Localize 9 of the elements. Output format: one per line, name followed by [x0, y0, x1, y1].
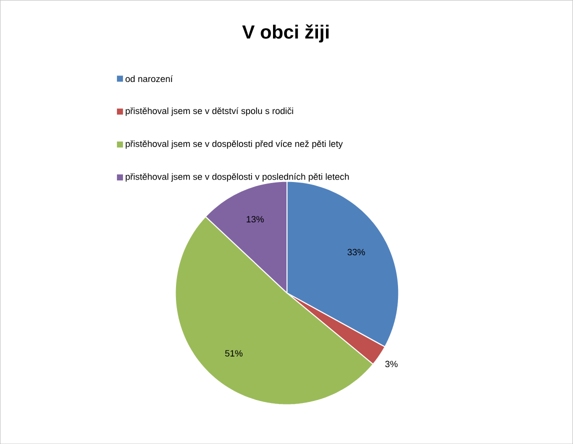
data-label: 13%	[246, 216, 264, 222]
legend-label: přistěhoval jsem se v dospělosti v posledních pěti letech	[126, 173, 349, 182]
legend-label: přistěhoval jsem se v dospělosti před více než pěti lety	[126, 140, 343, 149]
legend-label: přistěhoval jsem se v dětství spolu s rodiči	[126, 107, 294, 116]
legend-label: od narození	[126, 75, 173, 82]
data-label: 51%	[225, 350, 243, 356]
chart-title: V obci žiji	[242, 24, 329, 42]
data-label: 3%	[385, 360, 398, 368]
data-label: 33%	[348, 248, 365, 256]
